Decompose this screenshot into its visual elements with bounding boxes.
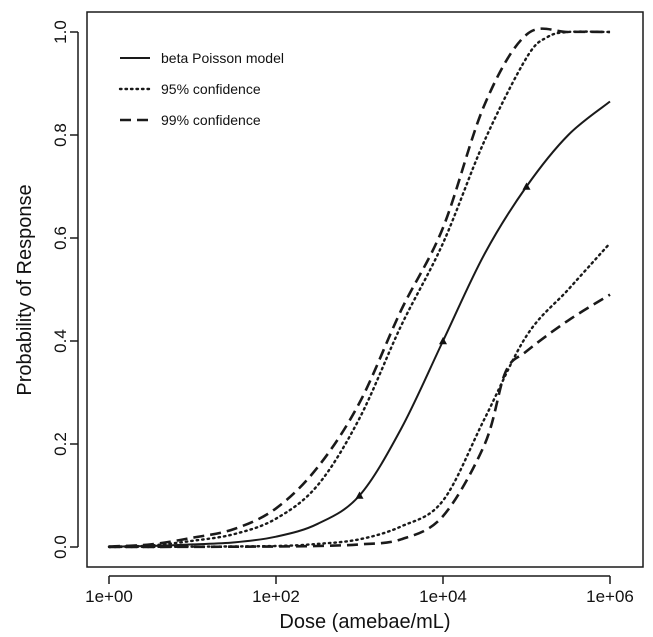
y-tick-label: 0.6 [51, 226, 70, 250]
x-axis: 1e+00 1e+02 1e+04 1e+06 [85, 575, 634, 606]
x-axis-title: Dose (amebae/mL) [279, 611, 450, 633]
y-tick-label: 0.0 [51, 535, 70, 559]
y-tick-label: 0.8 [51, 123, 70, 147]
y-axis-title: Probability of Response [14, 184, 36, 395]
x-tick-label: 1e+00 [85, 587, 133, 606]
y-axis: 0.0 0.2 0.4 0.6 0.8 1.0 [51, 20, 79, 559]
x-tick-label: 1e+06 [586, 587, 634, 606]
series-dotted-lower-line [107, 242, 612, 549]
series-dashed-upper-line [108, 27, 611, 548]
legend-label: beta Poisson model [161, 50, 284, 66]
observed-point [522, 182, 531, 190]
legend-label: 99% confidence [161, 112, 261, 128]
series-dotted-upper-line [107, 30, 612, 548]
x-tick-label: 1e+04 [419, 587, 467, 606]
y-tick-label: 0.2 [51, 432, 70, 456]
legend-label: 95% confidence [161, 81, 261, 97]
legend: beta Poisson model 95% confidence 99% conf… [118, 50, 284, 128]
plot-frame [86, 11, 644, 568]
series-dashed-lower-line [108, 293, 611, 549]
y-tick-label: 0.4 [51, 329, 70, 353]
y-tick-label: 1.0 [51, 20, 70, 44]
observed-points [355, 182, 531, 499]
x-tick-label: 1e+02 [252, 587, 300, 606]
observed-point [355, 491, 364, 499]
series-layer [107, 27, 612, 549]
observed-point [439, 337, 447, 345]
